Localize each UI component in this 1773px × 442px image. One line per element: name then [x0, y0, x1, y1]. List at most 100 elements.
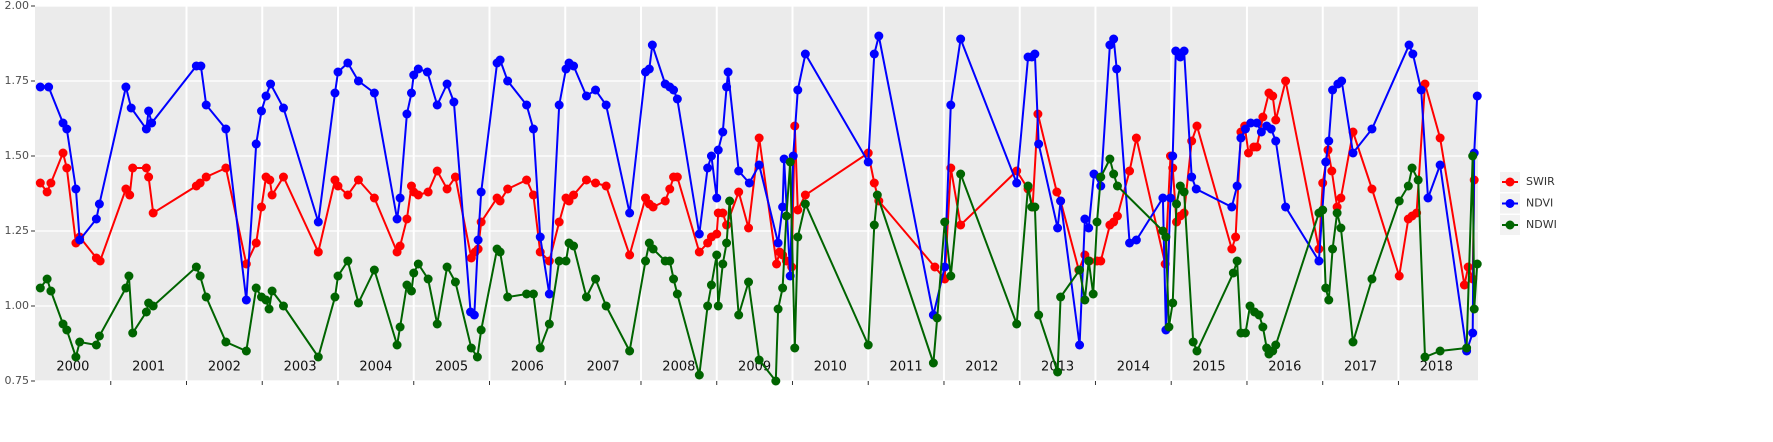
- data-point: [495, 247, 505, 257]
- data-point: [1321, 283, 1331, 293]
- data-point: [660, 196, 670, 206]
- data-point: [128, 328, 138, 338]
- year-label: 2017: [1344, 360, 1377, 375]
- data-point: [1271, 136, 1281, 146]
- data-point: [1096, 172, 1106, 182]
- data-point: [672, 94, 682, 104]
- data-point: [940, 262, 950, 272]
- data-point: [1416, 85, 1426, 95]
- year-label: 2010: [814, 360, 847, 375]
- data-point: [449, 97, 459, 107]
- data-point: [569, 241, 579, 251]
- data-point: [734, 310, 744, 320]
- data-point: [94, 199, 104, 209]
- y-tick-label: 1.50: [5, 149, 30, 162]
- data-point: [1394, 196, 1404, 206]
- data-point: [1096, 256, 1106, 266]
- data-point: [1367, 274, 1377, 284]
- data-point: [694, 229, 704, 239]
- data-point: [528, 124, 538, 134]
- data-point: [126, 103, 136, 113]
- data-point: [62, 325, 72, 335]
- data-point: [1281, 76, 1291, 86]
- data-point: [201, 100, 211, 110]
- data-point: [35, 283, 45, 293]
- data-point: [125, 190, 135, 200]
- data-point: [1254, 310, 1264, 320]
- data-point: [863, 157, 873, 167]
- y-tick-label: 0.75: [5, 374, 30, 387]
- data-point: [1084, 223, 1094, 233]
- data-point: [772, 259, 782, 269]
- year-label: 2009: [738, 360, 771, 375]
- data-point: [1435, 160, 1445, 170]
- year-label: 2007: [587, 360, 620, 375]
- data-point: [1332, 208, 1342, 218]
- data-point: [569, 61, 579, 71]
- data-point: [869, 220, 879, 230]
- data-point: [956, 34, 966, 44]
- data-point: [601, 301, 611, 311]
- year-label: 2005: [435, 360, 468, 375]
- data-point: [1125, 238, 1135, 248]
- data-point: [723, 67, 733, 77]
- legend-label: NDWI: [1526, 218, 1557, 231]
- data-point: [402, 109, 412, 119]
- data-point: [561, 256, 571, 266]
- data-point: [1413, 175, 1423, 185]
- data-point: [1321, 157, 1331, 167]
- data-point: [1164, 322, 1174, 332]
- data-point: [672, 172, 682, 182]
- data-point: [1435, 133, 1445, 143]
- year-label: 2004: [359, 360, 392, 375]
- data-point: [196, 61, 206, 71]
- legend-dot: [1505, 199, 1515, 208]
- data-point: [1328, 85, 1338, 95]
- data-point: [581, 292, 591, 302]
- data-point: [442, 79, 452, 89]
- data-point: [869, 49, 879, 59]
- data-point: [62, 124, 72, 134]
- data-point: [694, 247, 704, 257]
- data-point: [1463, 262, 1473, 272]
- data-point: [1158, 193, 1168, 203]
- data-point: [744, 178, 754, 188]
- data-point: [771, 376, 781, 386]
- data-point: [1075, 340, 1085, 350]
- year-label: 2002: [208, 360, 241, 375]
- data-point: [313, 247, 323, 257]
- data-point: [1324, 136, 1334, 146]
- data-point: [141, 307, 151, 317]
- data-point: [718, 127, 728, 137]
- data-point: [46, 178, 56, 188]
- data-point: [528, 289, 538, 299]
- data-point: [251, 238, 261, 248]
- data-point: [778, 283, 788, 293]
- data-point: [1252, 118, 1262, 128]
- data-point: [706, 151, 716, 161]
- data-point: [195, 178, 205, 188]
- data-point: [1075, 265, 1085, 275]
- data-point: [333, 271, 343, 281]
- data-point: [1336, 193, 1346, 203]
- data-point: [793, 85, 803, 95]
- data-point: [144, 172, 154, 182]
- data-point: [256, 106, 266, 116]
- data-point: [1228, 268, 1238, 278]
- data-point: [722, 238, 732, 248]
- data-point: [75, 337, 85, 347]
- data-point: [718, 208, 728, 218]
- data-point: [395, 241, 405, 251]
- data-point: [91, 340, 101, 350]
- year-label: 2012: [965, 360, 998, 375]
- data-point: [395, 322, 405, 332]
- legend-label: NDVI: [1526, 197, 1553, 210]
- data-point: [1240, 328, 1250, 338]
- data-point: [413, 259, 423, 269]
- y-tick-label: 2.00: [5, 0, 30, 12]
- data-point: [1423, 193, 1433, 203]
- data-point: [1030, 202, 1040, 212]
- data-point: [265, 175, 275, 185]
- data-point: [62, 163, 72, 173]
- data-point: [369, 88, 379, 98]
